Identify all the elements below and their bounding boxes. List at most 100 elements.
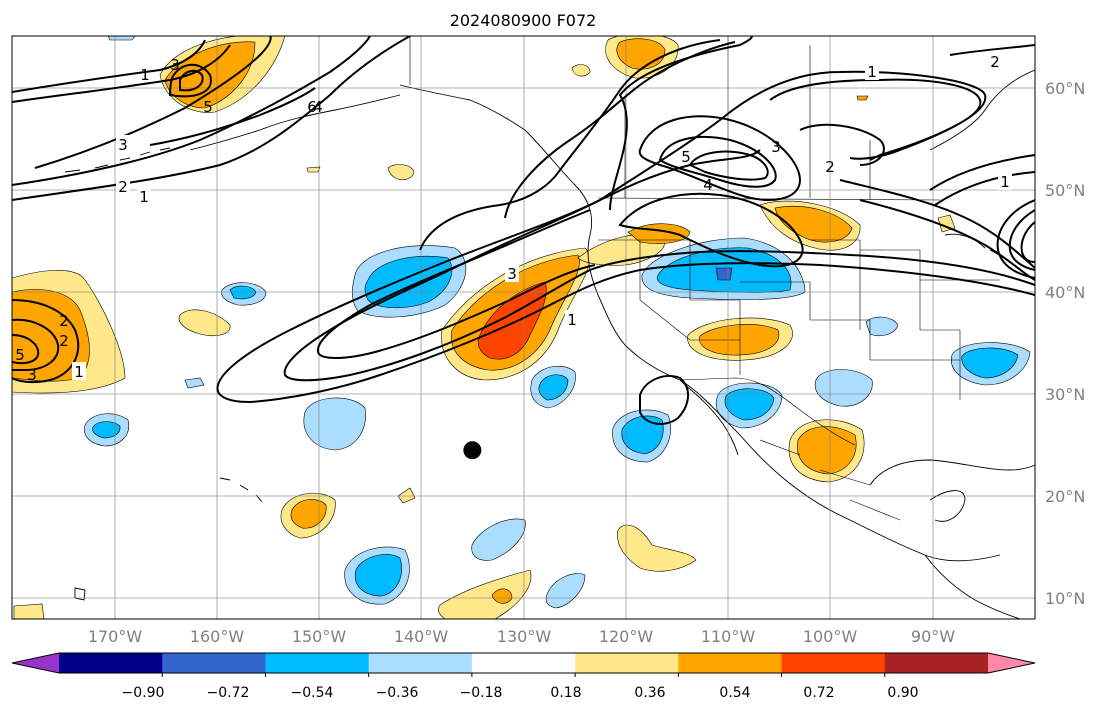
contour-line (609, 36, 753, 211)
contour-line (996, 199, 1035, 279)
shade-blob (571, 64, 591, 77)
shade-blob (961, 347, 1019, 379)
shade-blob (621, 415, 664, 455)
shade-blob (397, 487, 416, 504)
colorbar-tick-label: −0.18 (460, 685, 503, 701)
contour-line (12, 318, 60, 371)
contour-label: 1 (139, 188, 149, 206)
lon-label: 150°W (292, 627, 347, 646)
shade-blob (12, 289, 90, 382)
colorbar-swatch (781, 653, 886, 673)
contour-label: 2 (59, 312, 69, 330)
central-america-coast (924, 554, 1021, 619)
colorbar-swatch (575, 653, 679, 673)
lon-label: 120°W (599, 627, 654, 646)
contour-line (12, 39, 206, 93)
colorbar-outline (11, 652, 1036, 674)
colorbar-swatch (368, 653, 473, 673)
lat-label: 60°N (1045, 79, 1085, 98)
shade-blob (856, 95, 869, 101)
location-marker (463, 441, 482, 460)
contour-label: 2 (59, 332, 69, 350)
contour-label: 3 (27, 366, 37, 384)
shade-blob (797, 426, 857, 475)
contour-label: 1 (1000, 173, 1010, 191)
map-frame (11, 35, 1036, 620)
shade-blob (229, 285, 257, 300)
hudson-coast (929, 69, 1035, 151)
contour-label: 5 (15, 346, 25, 364)
lon-label: 160°W (190, 627, 245, 646)
contour-label-bg (137, 187, 151, 205)
lon-label: 110°W (701, 627, 756, 646)
contour-label: 3 (170, 56, 180, 74)
contour-label: 2 (118, 178, 128, 196)
latitude-labels: 60°N 50°N 40°N 30°N 20°N 10°N (1045, 79, 1085, 608)
contour-line (179, 69, 204, 92)
contour-line (316, 209, 596, 359)
contour-line (658, 136, 777, 188)
contour-line (618, 192, 804, 268)
contour-lines (12, 36, 1035, 425)
shade-blob (13, 603, 45, 619)
shade-blob (92, 421, 121, 439)
colorbar-swatch (471, 653, 576, 673)
contour-line (1020, 221, 1035, 263)
islands-nw (74, 587, 86, 601)
colorbar-tick-label: −0.36 (376, 685, 419, 701)
contour-line (949, 44, 1035, 56)
colorbar-tick-label: 0.90 (887, 685, 918, 701)
shade-blob (699, 324, 780, 356)
contour-label: 3 (507, 265, 517, 283)
lat-label: 20°N (1045, 487, 1085, 506)
contour-line (12, 299, 80, 384)
lat-label: 50°N (1045, 181, 1085, 200)
shade-blob (774, 205, 853, 243)
contour-line (929, 154, 1035, 191)
shade-blob (715, 267, 733, 281)
contour-line (688, 150, 769, 181)
contour-line (216, 70, 1035, 404)
colorbar-swatch (265, 653, 370, 673)
us-mexico-border (679, 377, 856, 446)
contour-line (168, 63, 212, 98)
colorbar-tick-label: −0.54 (291, 685, 334, 701)
lat-label: 40°N (1045, 283, 1085, 302)
alaska-coast (189, 94, 401, 151)
contour-line (799, 123, 885, 166)
shade-blob (306, 166, 321, 173)
colorbar-extend-high (988, 653, 1035, 673)
lat-label: 10°N (1045, 589, 1085, 608)
contour-label: 1 (867, 63, 877, 81)
colorbar-tick-label: 0.18 (550, 685, 581, 701)
contour-line (839, 179, 1035, 269)
contour-label-bg (72, 362, 86, 380)
shade-blob (617, 524, 697, 572)
colorbar-tick-label: 0.72 (803, 685, 834, 701)
mexico-states (759, 439, 901, 521)
baja-coast (679, 379, 739, 456)
contour-line (639, 375, 689, 425)
contour-labels: 1 2 3 4 5 6 1 2 3 1 2 3 4 5 1 3 1 2 1 (15, 53, 1012, 384)
colorbar-swatch (162, 653, 266, 673)
shade-blob (107, 36, 136, 41)
lon-label: 170°W (88, 627, 143, 646)
contour-label: 4 (703, 176, 713, 194)
shade-blob (354, 554, 402, 597)
contour-line (34, 36, 272, 169)
contour-label: 5 (203, 98, 213, 116)
coastlines (64, 69, 1035, 619)
contour-label: 2 (990, 53, 1000, 71)
contour-label-bg (116, 135, 130, 153)
shaded-field (12, 36, 1031, 619)
contour-line (769, 78, 982, 160)
map-area: 1 2 3 4 5 6 1 2 3 1 2 3 4 5 1 3 1 2 1 (12, 36, 1035, 619)
colorbar-swatch (678, 653, 783, 673)
shade-blob (545, 573, 586, 609)
contour-line (1008, 209, 1035, 271)
contour-line (12, 44, 231, 103)
us-canada-border (597, 197, 941, 201)
contour-line (12, 334, 40, 365)
shade-blob (865, 316, 899, 336)
